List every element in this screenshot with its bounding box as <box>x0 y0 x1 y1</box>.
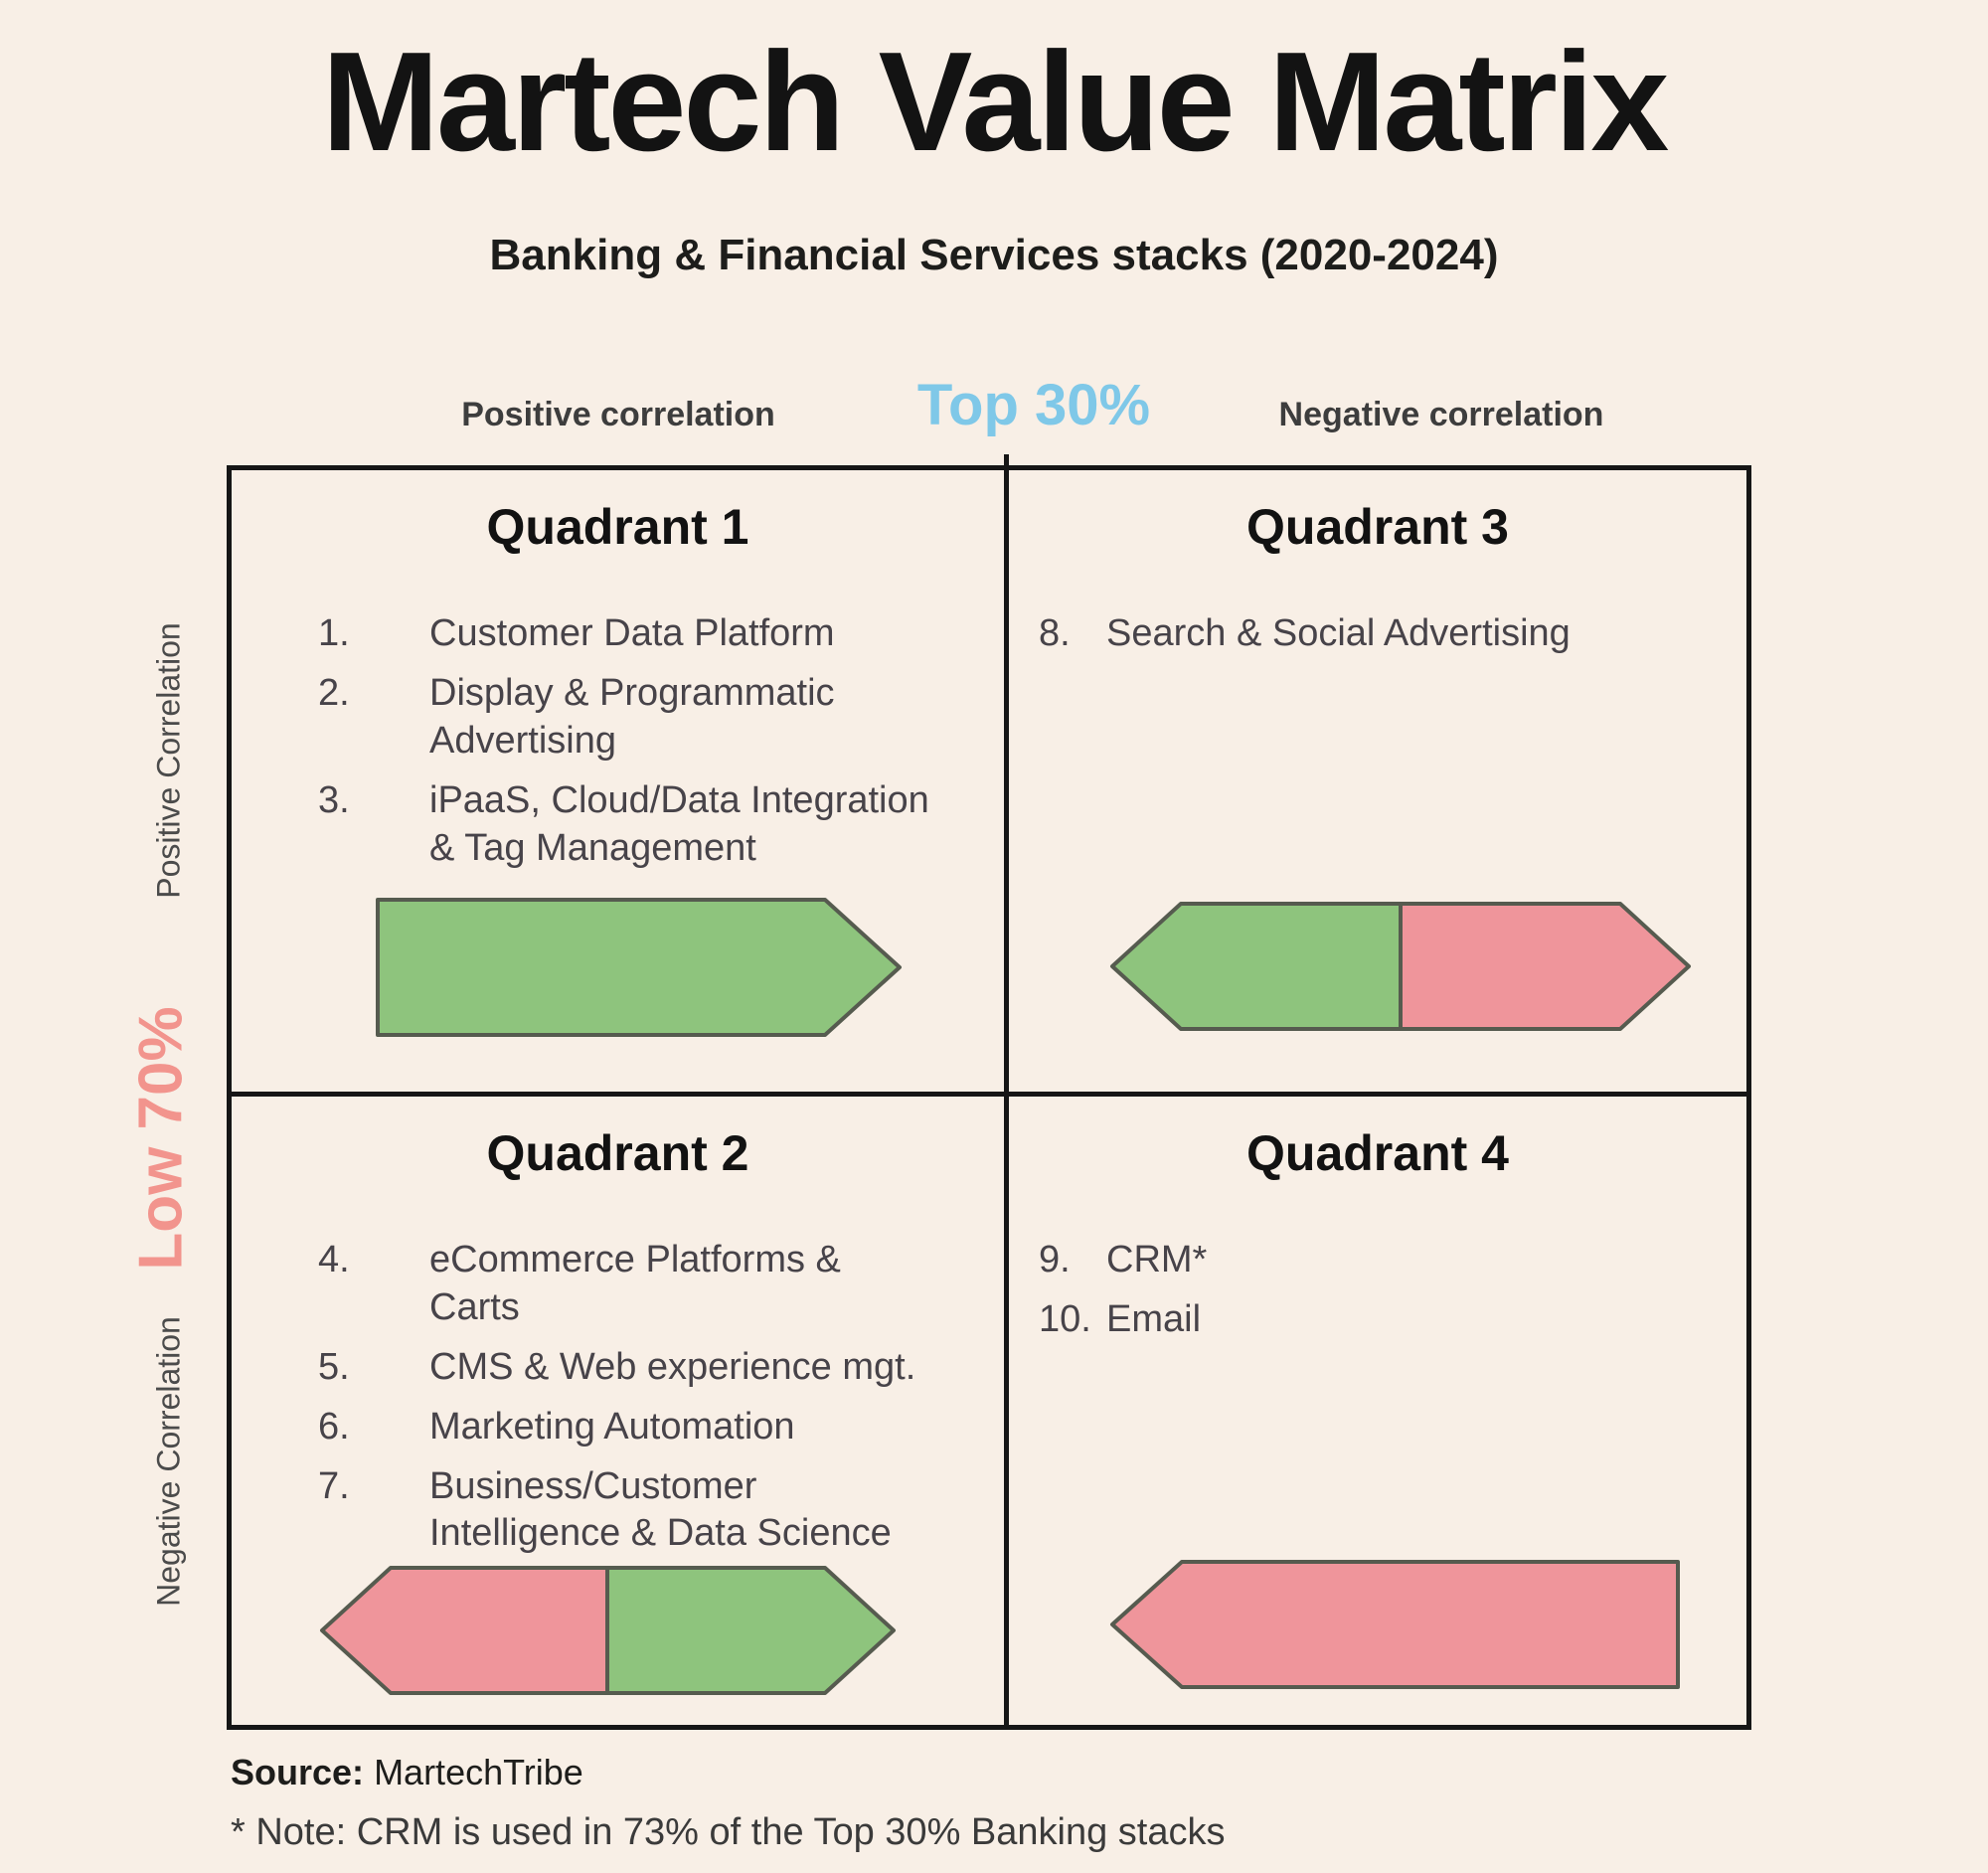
quadrant-matrix: Quadrant 1 1. Customer Data Platform 2. … <box>227 454 1751 1730</box>
pink-left-green-right-arrow <box>320 1566 896 1695</box>
list-number: 10. <box>1039 1297 1091 1340</box>
arrow-segment-green <box>605 1566 896 1695</box>
list-text: Marketing Automation <box>429 1405 795 1447</box>
list-text: CRM* <box>1106 1239 1208 1280</box>
quadrant-3: Quadrant 3 8. Search & Social Advertisin… <box>1009 470 1746 1092</box>
arrow-segment-pink <box>1399 902 1691 1031</box>
axis-label-top-30-percent: Top 30% <box>916 373 1151 437</box>
green-right-arrow <box>376 898 902 1037</box>
list-text: Customer Data Platform <box>429 612 835 654</box>
axis-label-positive-correlation-top: Positive correlation <box>461 396 775 433</box>
list-text: eCommerce Platforms & Carts <box>429 1239 841 1328</box>
axis-label-negative-correlation-top: Negative correlation <box>1278 396 1604 433</box>
green-left-pink-right-arrow <box>1110 902 1691 1031</box>
list-text: CMS & Web experience mgt. <box>429 1345 916 1388</box>
source-value: MartechTribe <box>374 1752 583 1792</box>
page-subtitle: Banking & Financial Services stacks (202… <box>489 231 1499 279</box>
quadrant-4: Quadrant 4 9. CRM* 10. Email <box>1009 1097 1746 1725</box>
arrow-segment-green <box>376 898 902 1037</box>
quadrant-2: Quadrant 2 4. eCommerce Platforms & Cart… <box>232 1097 1004 1725</box>
list-text: Business/Customer Intelligence & Data Sc… <box>429 1464 892 1555</box>
pink-left-arrow <box>1110 1560 1680 1689</box>
quadrant-4-title: Quadrant 4 <box>1246 1125 1509 1181</box>
source-line: Source: MartechTribe <box>231 1752 583 1793</box>
list-number: 5. <box>318 1345 350 1388</box>
page-title: Martech Value Matrix <box>321 23 1670 181</box>
list-text: Display & Programmatic Advertising <box>429 671 835 762</box>
quadrant-3-list: 8. Search & Social Advertising <box>1009 610 1746 658</box>
list-number: 7. <box>318 1464 350 1507</box>
list-number: 2. <box>318 671 350 714</box>
quadrant-1-title: Quadrant 1 <box>486 499 749 555</box>
footnote: * Note: CRM is used in 73% of the Top 30… <box>231 1811 1226 1853</box>
list-text: Email <box>1106 1297 1202 1340</box>
arrow-segment-pink <box>320 1566 609 1695</box>
list-text: Search & Social Advertising <box>1106 612 1571 654</box>
quadrant-4-list: 9. CRM* 10. Email <box>1009 1237 1746 1344</box>
axis-label-negative-correlation-side: Negative Correlation <box>150 1316 187 1607</box>
list-number: 3. <box>318 778 350 821</box>
arrow-segment-pink <box>1110 1560 1680 1689</box>
axis-label-low-70-percent: Low 70% <box>126 1006 196 1271</box>
axis-label-positive-correlation-side: Positive Correlation <box>150 622 187 899</box>
list-number: 1. <box>318 612 350 654</box>
quadrant-3-title: Quadrant 3 <box>1246 499 1509 555</box>
quadrant-1-list: 1. Customer Data Platform 2. Display & P… <box>232 610 1004 872</box>
list-number: 9. <box>1039 1239 1071 1280</box>
matrix-horizontal-divider <box>232 1092 1746 1097</box>
list-number: 8. <box>1039 612 1071 654</box>
quadrant-1: Quadrant 1 1. Customer Data Platform 2. … <box>232 470 1004 1092</box>
matrix-vertical-divider <box>1004 454 1009 1725</box>
list-number: 4. <box>318 1239 350 1280</box>
quadrant-2-title: Quadrant 2 <box>486 1125 749 1181</box>
source-label: Source: <box>231 1752 365 1792</box>
quadrant-2-list: 4. eCommerce Platforms & Carts 5. CMS & … <box>232 1237 1004 1558</box>
arrow-segment-green <box>1110 902 1403 1031</box>
list-text: iPaaS, Cloud/Data Integration & Tag Mana… <box>429 778 929 869</box>
list-number: 6. <box>318 1405 350 1447</box>
